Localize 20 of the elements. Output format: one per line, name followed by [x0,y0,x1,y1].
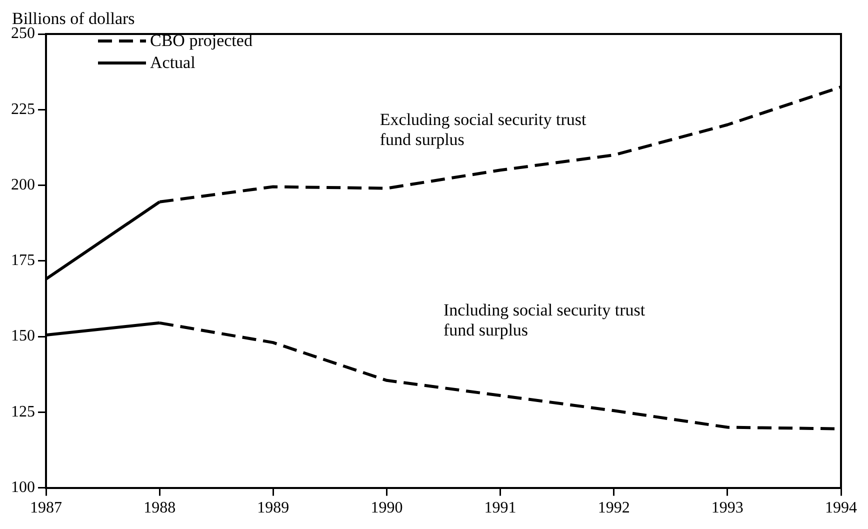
x-tick-label: 1991 [484,500,516,517]
annotation: Excluding social security trust fund surplus [380,110,586,149]
annotation: Including social security trust fund surplus [444,300,646,340]
x-tick-label: 1989 [257,500,290,517]
y-tick-label: 100 [11,479,35,496]
x-tick-label: 1994 [825,500,857,517]
y-tick-label: 250 [11,25,35,42]
legend-label: CBO projected [150,30,252,52]
y-tick-label: 175 [11,252,35,270]
x-tick-label: 1992 [598,500,630,517]
x-tick-label: 1987 [30,500,62,517]
x-tick-label: 1990 [370,500,403,517]
x-tick-label: 1988 [144,500,176,517]
legend-label: Actual [150,52,196,74]
y-tick-label: 150 [11,328,35,345]
y-tick-label: 125 [11,403,35,420]
y-tick-label: 225 [11,100,35,118]
y-tick-label: 200 [11,176,35,194]
y-axis-title: Billions of dollars [12,9,135,28]
x-tick-label: 1993 [711,500,744,517]
